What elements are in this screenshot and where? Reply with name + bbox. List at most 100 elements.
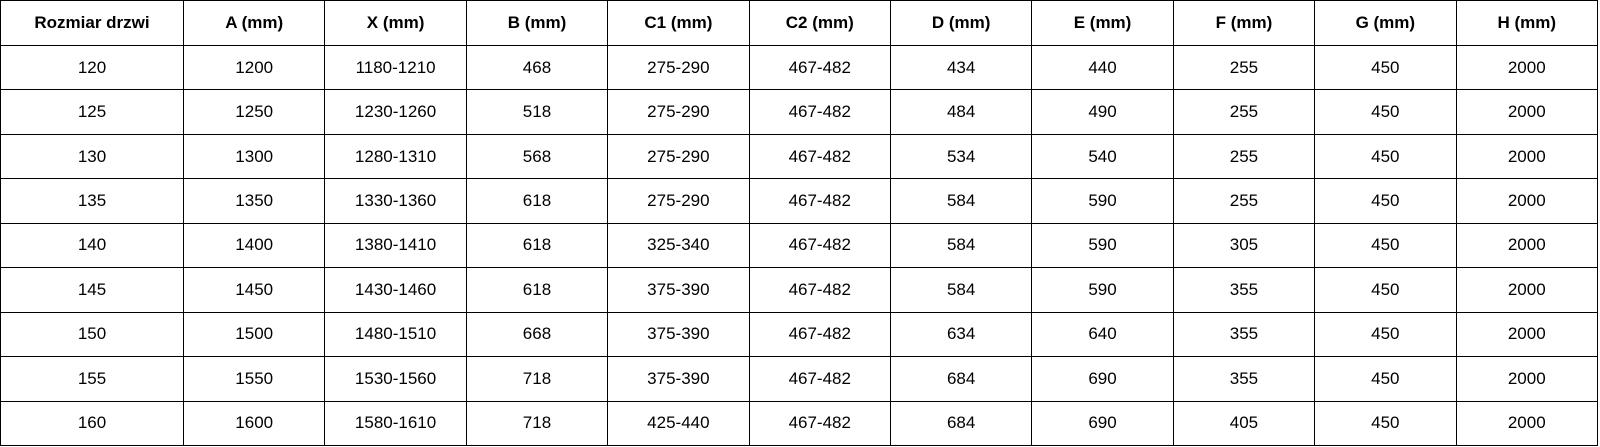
table-cell: 155 [0, 356, 184, 402]
table-cell: 2000 [1455, 311, 1599, 358]
table-cell: 618 [465, 267, 609, 313]
table-cell: 590 [1031, 267, 1174, 313]
table-cell: 275-290 [607, 89, 750, 135]
table-row: 125 1250 1230-1260 518 275-290 467-482 484 490 2… [0, 89, 1599, 135]
table-cell: 1530-1560 [324, 356, 467, 402]
table-cell: 684 [889, 356, 1033, 402]
table-cell: 135 [0, 178, 184, 224]
table-cell: 1580-1610 [324, 400, 467, 446]
table-cell: 584 [889, 267, 1033, 313]
column-header: C1 (mm) [607, 0, 750, 46]
table-cell: 467-482 [748, 222, 891, 269]
table-cell: 684 [889, 400, 1033, 446]
table-cell: 2000 [1455, 133, 1599, 180]
table-cell: 255 [1172, 89, 1316, 135]
column-header: Rozmiar drzwi [0, 0, 184, 46]
table-cell: 130 [0, 133, 184, 180]
table-cell: 1450 [182, 267, 326, 313]
table-cell: 1550 [182, 356, 326, 402]
table-cell: 450 [1314, 356, 1457, 402]
table-row: 130 1300 1280-1310 568 275-290 467-482 534 540 2… [0, 133, 1599, 180]
table-cell: 1400 [182, 222, 326, 269]
table-cell: 690 [1031, 400, 1174, 446]
table-cell: 355 [1172, 356, 1316, 402]
table-cell: 2000 [1455, 89, 1599, 135]
table-cell: 450 [1314, 133, 1457, 180]
table-row: 145 1450 1430-1460 618 375-390 467-482 584 590 3… [0, 267, 1599, 313]
column-header: D (mm) [889, 0, 1033, 46]
table-cell: 634 [889, 311, 1033, 358]
column-header: C2 (mm) [748, 0, 891, 46]
table-cell: 490 [1031, 89, 1174, 135]
table-cell: 540 [1031, 133, 1174, 180]
table-cell: 1480-1510 [324, 311, 467, 358]
table-cell: 125 [0, 89, 184, 135]
table-cell: 640 [1031, 311, 1174, 358]
table-cell: 255 [1172, 178, 1316, 224]
column-header: G (mm) [1314, 0, 1457, 46]
table-cell: 467-482 [748, 178, 891, 224]
table-cell: 484 [889, 89, 1033, 135]
table-cell: 1280-1310 [324, 133, 467, 180]
table-cell: 1600 [182, 400, 326, 446]
table-row: 150 1500 1480-1510 668 375-390 467-482 634 640 3… [0, 311, 1599, 358]
table-cell: 355 [1172, 311, 1316, 358]
table-cell: 1380-1410 [324, 222, 467, 269]
table-cell: 1350 [182, 178, 326, 224]
table-cell: 618 [465, 178, 609, 224]
table-cell: 305 [1172, 222, 1316, 269]
table-cell: 1330-1360 [324, 178, 467, 224]
table-cell: 450 [1314, 222, 1457, 269]
table-cell: 440 [1031, 44, 1174, 91]
table-cell: 568 [465, 133, 609, 180]
table-row: 135 1350 1330-1360 618 275-290 467-482 584 590 2… [0, 178, 1599, 224]
table-cell: 450 [1314, 89, 1457, 135]
table-cell: 450 [1314, 400, 1457, 446]
table-cell: 1250 [182, 89, 326, 135]
table-cell: 375-390 [607, 311, 750, 358]
table-cell: 425-440 [607, 400, 750, 446]
table-cell: 467-482 [748, 89, 891, 135]
table-cell: 434 [889, 44, 1033, 91]
table-cell: 275-290 [607, 133, 750, 180]
table-cell: 1500 [182, 311, 326, 358]
table-cell: 450 [1314, 44, 1457, 91]
column-header: A (mm) [182, 0, 326, 46]
table-cell: 467-482 [748, 44, 891, 91]
table-cell: 467-482 [748, 133, 891, 180]
table-cell: 718 [465, 400, 609, 446]
table-cell: 450 [1314, 178, 1457, 224]
table-row: 140 1400 1380-1410 618 325-340 467-482 584 590 3… [0, 222, 1599, 269]
table-cell: 2000 [1455, 44, 1599, 91]
column-header: B (mm) [465, 0, 609, 46]
table-cell: 2000 [1455, 178, 1599, 224]
table-cell: 375-390 [607, 267, 750, 313]
table-cell: 2000 [1455, 222, 1599, 269]
table-cell: 534 [889, 133, 1033, 180]
column-header: F (mm) [1172, 0, 1316, 46]
table-cell: 275-290 [607, 178, 750, 224]
table-cell: 690 [1031, 356, 1174, 402]
table-cell: 375-390 [607, 356, 750, 402]
table-cell: 450 [1314, 267, 1457, 313]
column-header: H (mm) [1455, 0, 1599, 46]
table-cell: 467-482 [748, 356, 891, 402]
table-cell: 584 [889, 222, 1033, 269]
table-cell: 618 [465, 222, 609, 269]
table-cell: 718 [465, 356, 609, 402]
table-cell: 275-290 [607, 44, 750, 91]
table-cell: 518 [465, 89, 609, 135]
table-cell: 325-340 [607, 222, 750, 269]
table-cell: 2000 [1455, 356, 1599, 402]
table-cell: 467-482 [748, 311, 891, 358]
table-cell: 140 [0, 222, 184, 269]
table-row: 155 1550 1530-1560 718 375-390 467-482 684 690 3… [0, 356, 1599, 402]
table-row: 120 1200 1180-1210 468 275-290 467-482 434 440 2… [0, 44, 1599, 91]
table-cell: 590 [1031, 178, 1174, 224]
table-cell: 450 [1314, 311, 1457, 358]
column-header: X (mm) [324, 0, 467, 46]
table-cell: 160 [0, 400, 184, 446]
table-cell: 467-482 [748, 400, 891, 446]
table-cell: 405 [1172, 400, 1316, 446]
